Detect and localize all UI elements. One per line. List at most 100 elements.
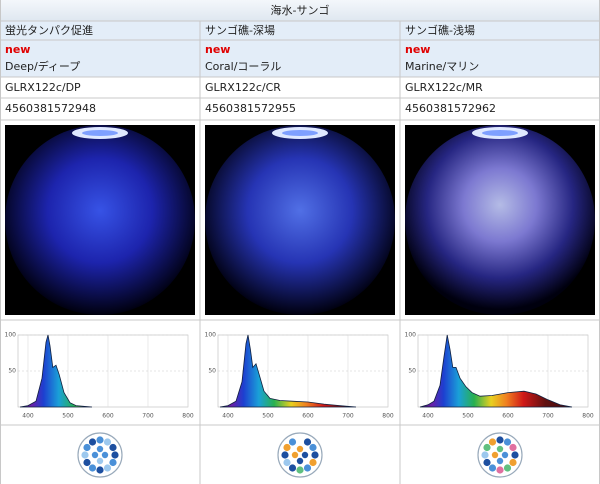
led-dot <box>291 451 299 459</box>
led-icon <box>77 432 123 478</box>
led-dot <box>91 451 99 459</box>
y-tick-label: 100 <box>205 332 217 339</box>
led-dot <box>483 458 491 467</box>
spectrum-curve <box>19 334 93 408</box>
product-name: Deep/ディープ <box>5 59 80 73</box>
x-tick-label: 800 <box>182 413 194 420</box>
y-tick-label: 50 <box>8 368 16 375</box>
jan-code: 4560381572948 <box>5 102 96 115</box>
led-dot <box>509 443 517 452</box>
led-dot <box>103 438 112 446</box>
category: 蛍光タンパク促進 <box>5 23 93 37</box>
lamp-core <box>282 130 318 136</box>
lamp-core <box>482 130 518 136</box>
led-dot <box>103 464 112 472</box>
product-name: Marine/マリン <box>405 60 479 73</box>
y-tick-label: 50 <box>208 368 216 375</box>
x-tick-label: 600 <box>102 413 114 420</box>
led-dot <box>309 458 317 467</box>
led-dot <box>96 445 104 453</box>
led-dot <box>81 451 89 459</box>
x-tick-label: 400 <box>22 413 34 420</box>
light-glow <box>405 125 595 315</box>
led-dot <box>109 458 117 467</box>
led-dot <box>96 466 104 474</box>
led-dot <box>509 458 517 467</box>
led-dot <box>283 443 291 452</box>
led-dot <box>501 451 509 459</box>
badge: new <box>405 43 430 56</box>
x-tick-label: 500 <box>262 413 274 420</box>
led-dot <box>496 466 504 474</box>
jan-code: 4560381572955 <box>205 102 296 115</box>
led-dot <box>303 464 312 472</box>
led-dot <box>283 458 291 467</box>
x-tick-label: 700 <box>542 413 554 420</box>
badge: new <box>205 43 230 56</box>
led-dot <box>288 438 297 446</box>
model-code: GLRX122c/MR <box>405 81 483 94</box>
led-dot <box>96 457 104 465</box>
x-tick-label: 600 <box>302 413 314 420</box>
led-dot <box>301 451 309 459</box>
led-dot <box>296 466 304 474</box>
x-tick-label: 400 <box>422 413 434 420</box>
y-tick-label: 50 <box>408 368 416 375</box>
column: 蛍光タンパク促進 new Deep/ディープ GLRX122c/DP 456038157… <box>5 23 195 478</box>
led-dot <box>303 438 312 446</box>
head-rows <box>0 21 600 77</box>
led-dot <box>481 451 489 459</box>
led-dot <box>88 438 97 446</box>
title-bar <box>0 0 600 21</box>
led-dot <box>503 438 512 446</box>
led-dot <box>309 443 317 452</box>
led-dot <box>511 451 519 459</box>
x-tick-label: 600 <box>502 413 514 420</box>
light-glow <box>205 125 395 315</box>
led-dot <box>496 457 504 465</box>
led-dot <box>296 457 304 465</box>
x-tick-label: 800 <box>582 413 594 420</box>
x-tick-label: 500 <box>462 413 474 420</box>
led-dot <box>288 464 297 472</box>
lamp-core <box>82 130 118 136</box>
column: サンゴ礁-深場 new Coral/コーラル GLRX122c/CR 456038157… <box>205 23 395 478</box>
led-dot <box>483 443 491 452</box>
x-tick-label: 500 <box>62 413 74 420</box>
led-dot <box>503 464 512 472</box>
led-dot <box>111 451 119 459</box>
led-dot <box>88 464 97 472</box>
led-dot <box>281 451 289 459</box>
x-tick-label: 700 <box>142 413 154 420</box>
led-dot <box>311 451 319 459</box>
x-tick-label: 700 <box>342 413 354 420</box>
column: サンゴ礁-浅場 new Marine/マリン GLRX122c/MR 456038157… <box>405 23 595 478</box>
led-dot <box>488 438 497 446</box>
x-tick-label: 400 <box>222 413 234 420</box>
category: サンゴ礁-深場 <box>205 23 275 37</box>
spectrum-curve <box>419 334 573 408</box>
led-dot <box>83 458 91 467</box>
category: サンゴ礁-浅場 <box>405 23 475 37</box>
led-dot <box>96 436 104 444</box>
light-glow <box>5 125 195 315</box>
led-dot <box>491 451 499 459</box>
led-icon <box>277 432 323 478</box>
led-icon <box>477 432 523 478</box>
y-tick-label: 100 <box>5 332 17 339</box>
model-code: GLRX122c/CR <box>205 81 281 94</box>
table-title: 海水-サンゴ <box>271 3 330 17</box>
led-dot <box>496 445 504 453</box>
product-name: Coral/コーラル <box>205 60 281 73</box>
led-dot <box>488 464 497 472</box>
x-tick-label: 800 <box>382 413 394 420</box>
y-tick-label: 100 <box>405 332 417 339</box>
led-dot <box>296 445 304 453</box>
model-code: GLRX122c/DP <box>5 81 81 94</box>
led-dot <box>496 436 504 444</box>
led-dot <box>83 443 91 452</box>
spectrum-curve <box>219 334 357 408</box>
jan-code: 4560381572962 <box>405 102 496 115</box>
led-dot <box>296 436 304 444</box>
